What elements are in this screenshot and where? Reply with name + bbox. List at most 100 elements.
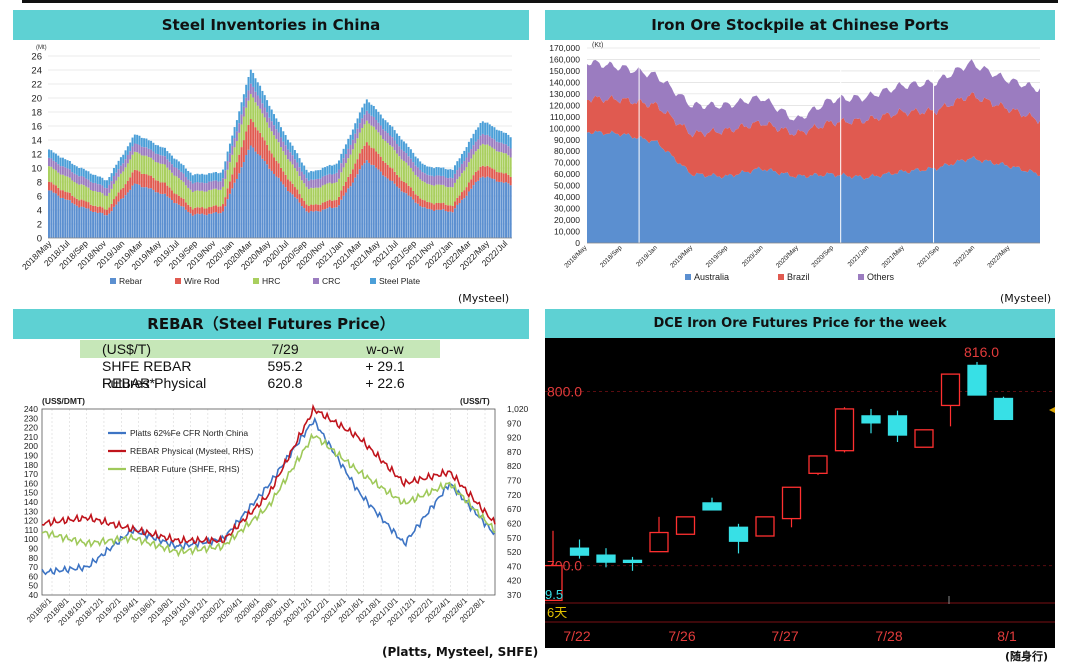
stacked-bar-segment: [268, 117, 271, 128]
stacked-bar-segment: [447, 178, 450, 188]
stacked-bar-segment: [152, 151, 155, 160]
stacked-bar-segment: [256, 154, 259, 238]
stacked-bar-segment: [479, 122, 482, 136]
stacked-bar-segment: [363, 114, 366, 125]
stacked-bar-segment: [159, 163, 162, 183]
stacked-bar-segment: [291, 194, 294, 238]
stacked-bar-segment: [500, 172, 503, 182]
stacked-bar-segment: [428, 166, 431, 176]
stacked-bar-segment: [270, 131, 273, 154]
stacked-bar-segment: [180, 180, 183, 198]
left-tick-label: 130: [24, 506, 38, 516]
right-tick-label: 870: [507, 447, 521, 457]
stacked-bar-segment: [129, 177, 132, 190]
stacked-bar-segment: [472, 145, 475, 155]
stacked-bar-segment: [303, 208, 306, 238]
stacked-bar-segment: [194, 182, 197, 191]
stacked-bar-segment: [150, 188, 153, 238]
stacked-bar-segment: [291, 145, 294, 156]
stacked-bar-segment: [402, 192, 405, 238]
stacked-bar-segment: [505, 144, 508, 154]
stacked-bar-segment: [282, 171, 285, 185]
stacked-bar-segment: [500, 142, 503, 153]
stacked-bar-segment: [170, 190, 173, 201]
stacked-bar-segment: [396, 186, 398, 238]
stacked-bar-segment: [187, 211, 190, 238]
stacked-bar-segment: [103, 187, 106, 196]
stacked-bar-segment: [488, 167, 491, 178]
stacked-bar-segment: [261, 103, 264, 114]
stacked-bar-segment: [284, 145, 287, 155]
stacked-bar-segment: [252, 72, 255, 87]
stacked-bar-segment: [80, 184, 83, 200]
stacked-bar-segment: [402, 151, 405, 161]
legend-swatch: [685, 274, 691, 280]
stacked-bar-segment: [78, 207, 81, 238]
stacked-bar-segment: [252, 97, 255, 123]
stacked-bar-segment: [437, 184, 440, 203]
stacked-bar-segment: [249, 69, 252, 84]
stacked-bar-segment: [212, 180, 215, 189]
stacked-bar-segment: [449, 177, 452, 188]
stacked-bar-segment: [451, 169, 454, 179]
stacked-bar-segment: [393, 171, 396, 184]
y-tick-label: 70,000: [554, 158, 580, 168]
stacked-bar-segment: [307, 212, 310, 238]
stacked-bar-segment: [140, 146, 143, 156]
stacked-bar-segment: [458, 195, 461, 204]
stacked-bar-segment: [177, 178, 180, 196]
row-change-futures: + 29.1: [365, 358, 405, 374]
stacked-bar-segment: [328, 164, 331, 174]
stacked-bar-segment: [391, 180, 394, 238]
stacked-bar-segment: [126, 180, 129, 193]
y-tick-label: 8: [37, 178, 42, 189]
stacked-bar-segment: [157, 162, 160, 181]
stacked-bar-segment: [358, 123, 361, 133]
right-tick-label: 970: [507, 418, 521, 428]
stacked-bar-segment: [71, 202, 74, 238]
stacked-bar-segment: [451, 205, 454, 213]
stacked-bar-segment: [342, 167, 345, 186]
stacked-bar-segment: [303, 183, 306, 201]
stacked-bar-segment: [80, 167, 83, 176]
stacked-bar-segment: [196, 173, 199, 182]
stacked-bar-segment: [300, 206, 303, 238]
date-label: 7/26: [668, 628, 695, 644]
stacked-bar-segment: [435, 167, 438, 176]
stacked-bar-segment: [382, 118, 385, 130]
right-tick-label: 420: [507, 576, 521, 586]
stacked-bar-segment: [393, 150, 396, 172]
stacked-bar-segment: [85, 170, 88, 179]
stacked-bar-segment: [247, 90, 250, 101]
stacked-bar-segment: [470, 188, 473, 238]
stacked-bar-segment: [48, 166, 50, 182]
stacked-bar-segment: [474, 129, 477, 142]
stacked-bar-segment: [472, 133, 475, 146]
stacked-bar-segment: [194, 190, 197, 208]
stacked-bar-segment: [481, 121, 484, 134]
stacked-bar-segment: [370, 104, 373, 116]
dce-title: DCE Iron Ore Futures Price for the week: [545, 309, 1055, 338]
stacked-bar-segment: [48, 181, 50, 191]
stacked-bar-segment: [161, 182, 164, 195]
stacked-bar-segment: [177, 161, 180, 170]
stacked-bar-segment: [486, 165, 489, 177]
stacked-bar-segment: [136, 184, 139, 238]
stacked-bar-segment: [479, 166, 482, 178]
candle-body: [596, 554, 616, 563]
y-tick-label: 20: [31, 94, 42, 105]
stacked-bar-segment: [240, 124, 243, 148]
stacked-bar-segment: [210, 213, 213, 238]
candle-body: [622, 559, 643, 564]
stacked-bar-segment: [317, 170, 320, 179]
steel-inventories-chart: (Mt)024681012141618202224262018/May2018/…: [20, 45, 512, 286]
stacked-bar-segment: [64, 191, 67, 200]
stacked-bar-segment: [256, 105, 259, 131]
stacked-bar-segment: [377, 111, 380, 123]
stacked-bar-segment: [129, 142, 132, 152]
stacked-bar-segment: [96, 213, 99, 238]
date-label: 7/27: [771, 628, 798, 644]
stacked-bar-segment: [414, 194, 417, 203]
y-tick-label: 170,000: [549, 43, 580, 53]
stacked-bar-segment: [103, 209, 106, 216]
